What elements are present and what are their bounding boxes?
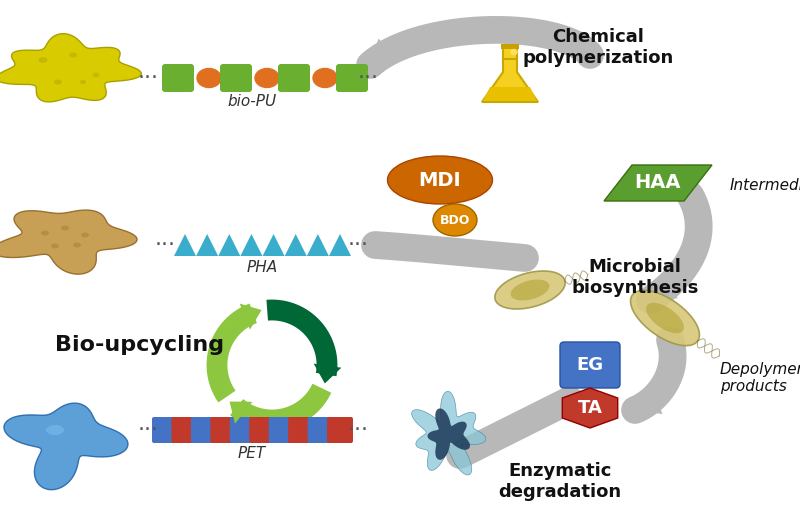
Polygon shape — [646, 303, 684, 333]
Polygon shape — [495, 271, 565, 309]
Text: Chemical
polymerization: Chemical polymerization — [522, 28, 674, 67]
FancyBboxPatch shape — [210, 417, 236, 443]
Text: Microbial
biosynthesis: Microbial biosynthesis — [571, 258, 698, 297]
Ellipse shape — [51, 243, 59, 249]
FancyBboxPatch shape — [191, 417, 217, 443]
Text: ···: ··· — [347, 235, 369, 255]
Text: Bio-upcycling: Bio-upcycling — [55, 335, 224, 355]
Ellipse shape — [46, 425, 64, 435]
FancyBboxPatch shape — [230, 417, 256, 443]
Text: PET: PET — [238, 446, 266, 461]
Text: Depolymerisation
products: Depolymerisation products — [720, 362, 800, 394]
Polygon shape — [650, 275, 678, 300]
Ellipse shape — [73, 242, 81, 248]
Polygon shape — [630, 290, 699, 346]
FancyBboxPatch shape — [307, 417, 334, 443]
Polygon shape — [285, 234, 306, 256]
Ellipse shape — [387, 156, 493, 204]
Polygon shape — [307, 234, 329, 256]
Text: Enzymatic
degradation: Enzymatic degradation — [498, 462, 622, 501]
Polygon shape — [604, 165, 712, 201]
Text: ···: ··· — [138, 68, 158, 88]
Text: ···: ··· — [358, 68, 378, 88]
Bar — [501, 44, 519, 49]
FancyBboxPatch shape — [220, 64, 252, 92]
Polygon shape — [542, 398, 570, 424]
Ellipse shape — [61, 225, 69, 230]
FancyBboxPatch shape — [278, 64, 310, 92]
Polygon shape — [562, 388, 618, 428]
Text: PHA: PHA — [246, 261, 278, 276]
Text: Intermediate: Intermediate — [730, 177, 800, 193]
FancyBboxPatch shape — [269, 417, 294, 443]
Polygon shape — [4, 403, 128, 490]
Text: bio-PU: bio-PU — [227, 94, 277, 110]
FancyBboxPatch shape — [152, 417, 178, 443]
Text: ···: ··· — [138, 420, 158, 440]
Polygon shape — [174, 234, 196, 256]
Polygon shape — [635, 388, 662, 414]
Text: BDO: BDO — [440, 213, 470, 226]
Ellipse shape — [93, 73, 99, 77]
Polygon shape — [314, 364, 342, 384]
Ellipse shape — [80, 80, 86, 84]
Polygon shape — [0, 210, 137, 274]
Ellipse shape — [41, 230, 49, 236]
FancyBboxPatch shape — [336, 64, 368, 92]
Text: EG: EG — [577, 356, 603, 374]
Polygon shape — [241, 234, 262, 256]
Polygon shape — [482, 57, 538, 102]
Polygon shape — [196, 234, 218, 256]
FancyBboxPatch shape — [560, 342, 620, 388]
Text: ···: ··· — [154, 235, 175, 255]
Text: TA: TA — [578, 399, 602, 417]
Text: HAA: HAA — [634, 173, 682, 193]
FancyBboxPatch shape — [171, 417, 198, 443]
Bar — [503, 47, 517, 59]
Ellipse shape — [511, 49, 517, 54]
Polygon shape — [0, 34, 142, 102]
Polygon shape — [230, 402, 253, 424]
Polygon shape — [483, 87, 537, 101]
Ellipse shape — [69, 52, 77, 58]
Polygon shape — [329, 234, 351, 256]
Ellipse shape — [313, 69, 337, 88]
FancyBboxPatch shape — [288, 417, 314, 443]
Ellipse shape — [255, 69, 279, 88]
Polygon shape — [262, 234, 285, 256]
Polygon shape — [375, 233, 400, 261]
FancyBboxPatch shape — [327, 417, 353, 443]
Polygon shape — [510, 280, 550, 301]
Text: ···: ··· — [347, 420, 369, 440]
Ellipse shape — [433, 204, 477, 236]
Ellipse shape — [54, 79, 62, 85]
FancyBboxPatch shape — [162, 64, 194, 92]
Text: MDI: MDI — [418, 171, 462, 189]
Ellipse shape — [38, 57, 47, 63]
Polygon shape — [240, 304, 262, 330]
Ellipse shape — [81, 233, 89, 238]
Polygon shape — [412, 391, 486, 475]
Polygon shape — [427, 408, 470, 460]
Ellipse shape — [197, 69, 221, 88]
Polygon shape — [218, 234, 240, 256]
Polygon shape — [370, 38, 398, 65]
FancyBboxPatch shape — [250, 417, 275, 443]
